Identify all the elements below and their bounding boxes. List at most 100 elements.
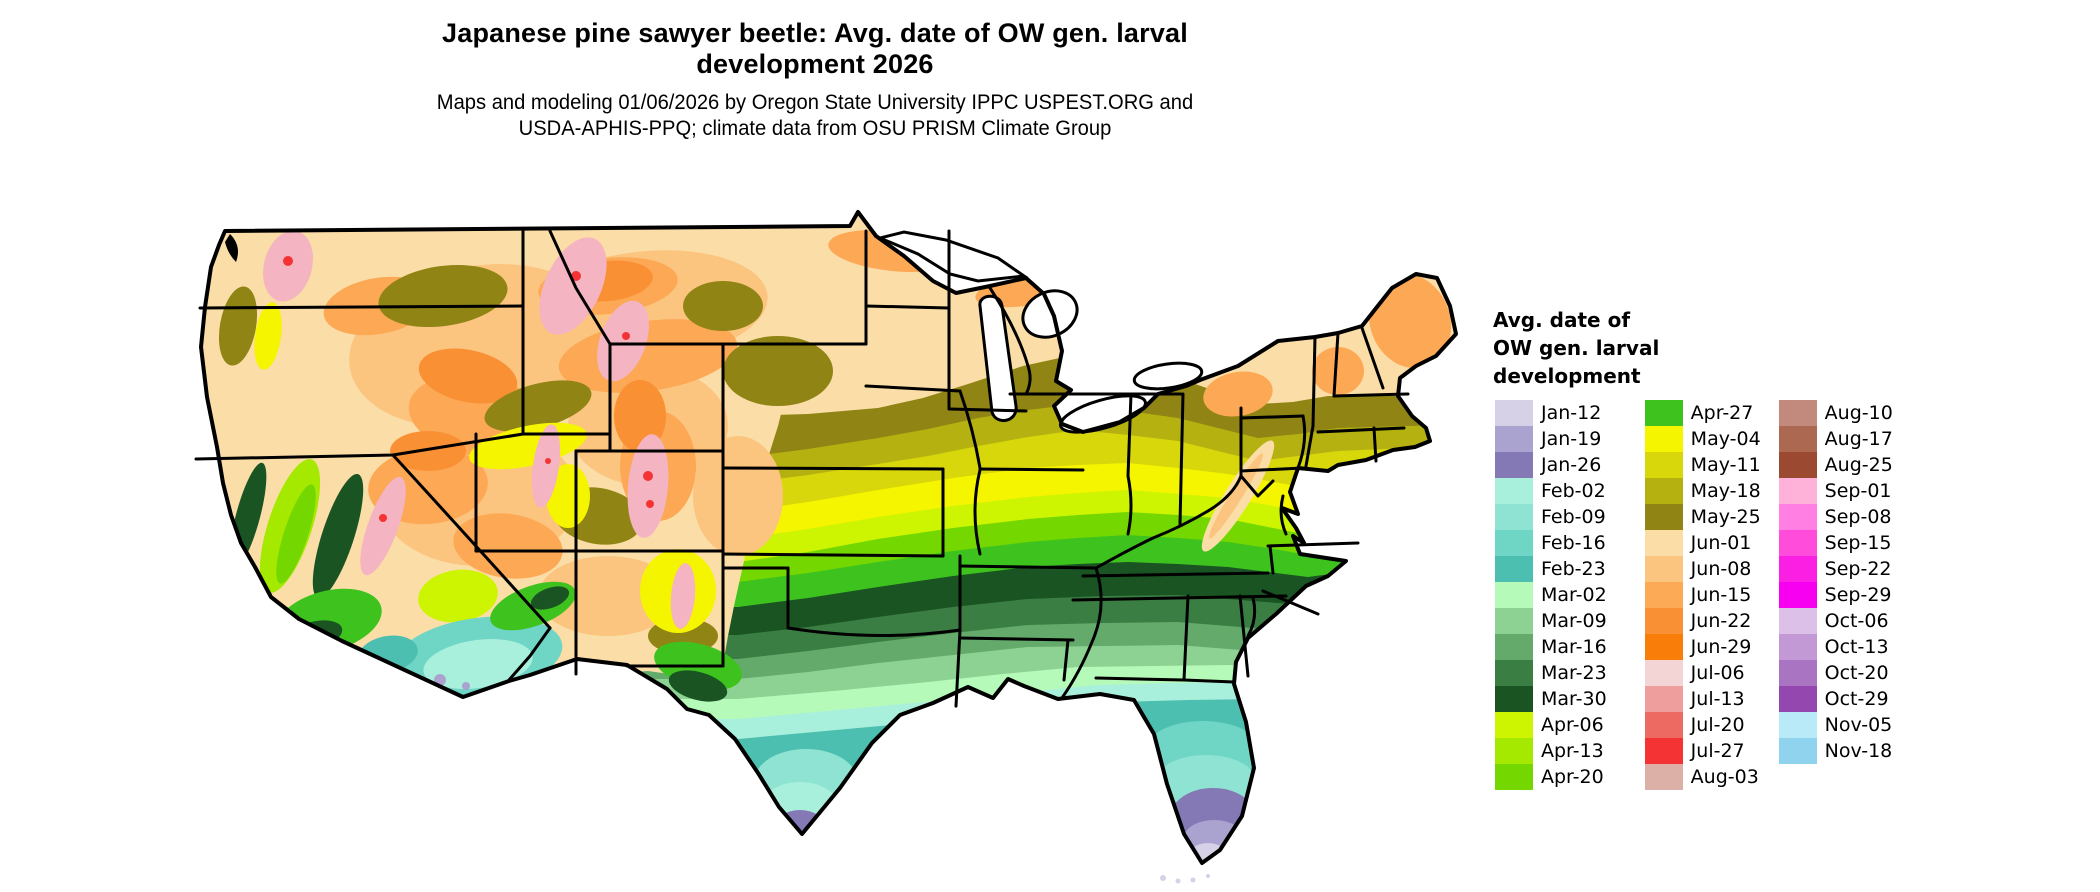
legend-item: Nov-05 [1778, 712, 1893, 738]
legend-swatch [1644, 712, 1683, 738]
legend-swatch [1644, 582, 1683, 608]
legend-label: Aug-17 [1824, 428, 1893, 450]
legend-swatch [1495, 400, 1533, 426]
legend-column-1: Jan-12 Jan-19 Jan-26 Feb-02 Feb-09 Feb-16 Feb-… [1495, 400, 1607, 790]
legend-swatch [1778, 426, 1817, 452]
legend-label: Aug-03 [1690, 766, 1759, 788]
legend-label: May-25 [1690, 506, 1761, 528]
legend-item: Oct-13 [1778, 634, 1893, 660]
legend-swatch [1495, 686, 1533, 712]
legend-swatch [1495, 556, 1533, 582]
legend-label: Sep-29 [1824, 584, 1892, 606]
legend-swatch [1495, 530, 1533, 556]
legend-swatch [1495, 582, 1533, 608]
legend-swatch [1644, 738, 1683, 764]
map-outline [199, 210, 1458, 865]
legend-swatch [1778, 556, 1817, 582]
legend-title-line-2: OW gen. larval [1493, 336, 1660, 360]
legend-item: Oct-29 [1778, 686, 1893, 712]
us-map-svg [194, 210, 1458, 884]
legend-item: Feb-09 [1495, 504, 1607, 530]
legend-swatch [1778, 530, 1817, 556]
legend-item: Apr-06 [1495, 712, 1607, 738]
legend-label: Jun-01 [1690, 532, 1752, 554]
legend-swatch [1644, 686, 1683, 712]
legend-item: Jul-27 [1644, 738, 1761, 764]
legend-swatch [1778, 712, 1817, 738]
legend-item: Feb-16 [1495, 530, 1607, 556]
legend-item: Jan-19 [1495, 426, 1607, 452]
legend-swatch [1644, 478, 1683, 504]
map-lakes [875, 230, 1204, 434]
legend-swatch [1495, 764, 1533, 790]
legend-item: Mar-02 [1495, 582, 1607, 608]
subtitle-line-1: Maps and modeling 01/06/2026 by Oregon S… [436, 91, 1194, 114]
legend-item: Aug-25 [1778, 452, 1893, 478]
map-state-borders [194, 229, 1410, 708]
legend-label: Oct-29 [1824, 688, 1889, 710]
legend-swatch [1644, 504, 1683, 530]
legend-label: Jan-12 [1541, 402, 1602, 424]
legend-item: Sep-15 [1778, 530, 1893, 556]
legend-item: Oct-06 [1778, 608, 1893, 634]
legend-label: Feb-09 [1541, 506, 1606, 528]
legend-label: Jan-19 [1541, 428, 1602, 450]
legend-swatch [1778, 660, 1817, 686]
legend-label: May-18 [1690, 480, 1761, 502]
legend-label: Jul-27 [1690, 740, 1745, 762]
lake-ontario [1132, 361, 1204, 391]
legend-swatch [1778, 582, 1817, 608]
legend-label: Feb-02 [1541, 480, 1606, 502]
legend-label: Jul-13 [1690, 688, 1745, 710]
legend-label: Apr-20 [1541, 766, 1604, 788]
legend-item: Nov-18 [1778, 738, 1893, 764]
map-west-terrain [201, 212, 833, 702]
legend-item: Apr-20 [1495, 764, 1607, 790]
legend-item: Jul-20 [1644, 712, 1761, 738]
title-line-1: Japanese pine sawyer beetle: Avg. date o… [442, 18, 1188, 48]
legend-label: Sep-08 [1824, 506, 1892, 528]
legend-column-3: Aug-10 Aug-17 Aug-25 Sep-01 Sep-08 Sep-15 Sep-… [1778, 400, 1893, 764]
legend-label: May-11 [1690, 454, 1761, 476]
legend-label: Apr-06 [1541, 714, 1604, 736]
map-legend: Jan-12 Jan-19 Jan-26 Feb-02 Feb-09 Feb-16 Feb-… [1495, 400, 1893, 790]
legend-item: Mar-16 [1495, 634, 1607, 660]
legend-label: Nov-05 [1824, 714, 1893, 736]
legend-item: Sep-01 [1778, 478, 1893, 504]
legend-label: Mar-02 [1541, 584, 1607, 606]
legend-label: Jun-15 [1690, 584, 1752, 606]
legend-label: Nov-18 [1824, 740, 1893, 762]
legend-swatch [1495, 478, 1533, 504]
legend-swatch [1495, 712, 1533, 738]
legend-item: Jul-06 [1644, 660, 1761, 686]
legend-item: May-18 [1644, 478, 1761, 504]
legend-swatch [1778, 738, 1817, 764]
legend-item: Sep-08 [1778, 504, 1893, 530]
legend-label: May-04 [1690, 428, 1761, 450]
puget-sound [225, 234, 238, 262]
lake-michigan [978, 294, 1018, 422]
legend-label: Sep-01 [1824, 480, 1892, 502]
legend-item: Jun-15 [1644, 582, 1761, 608]
legend-label: Jan-26 [1541, 454, 1602, 476]
legend-swatch [1495, 426, 1533, 452]
legend-item: Jun-08 [1644, 556, 1761, 582]
legend-swatch [1778, 504, 1817, 530]
map-legend-title: Avg. date of OW gen. larval development [1493, 306, 1659, 390]
legend-item: Jun-29 [1644, 634, 1761, 660]
legend-item: Mar-09 [1495, 608, 1607, 634]
subtitle-line-2: USDA-APHIS-PPQ; climate data from OSU PR… [518, 117, 1112, 140]
legend-swatch [1778, 400, 1817, 426]
legend-swatch [1495, 738, 1533, 764]
legend-swatch [1644, 400, 1683, 426]
legend-item: Mar-30 [1495, 686, 1607, 712]
legend-swatch [1644, 608, 1683, 634]
legend-item: Feb-23 [1495, 556, 1607, 582]
legend-label: Aug-10 [1824, 402, 1893, 424]
legend-item: Jul-13 [1644, 686, 1761, 712]
legend-item: Jun-22 [1644, 608, 1761, 634]
legend-swatch [1778, 686, 1817, 712]
legend-item: Sep-29 [1778, 582, 1893, 608]
legend-label: Mar-09 [1541, 610, 1607, 632]
